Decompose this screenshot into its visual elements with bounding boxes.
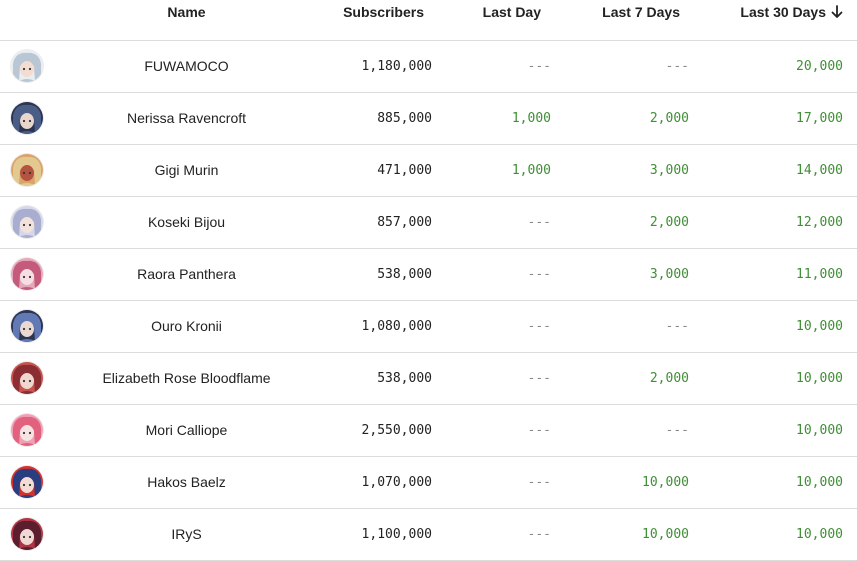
- avatar[interactable]: [11, 258, 43, 290]
- last-day-change: ---: [438, 508, 557, 561]
- last-7-days-change: 3,000: [557, 248, 698, 301]
- last-day-change: ---: [438, 404, 557, 457]
- subscriber-count: 1,080,000: [313, 300, 438, 353]
- last-7-days-change: 3,000: [557, 144, 698, 197]
- avatar-cell: [0, 300, 60, 353]
- avatar-cell: [0, 40, 60, 93]
- table-row[interactable]: FUWAMOCO 1,180,000 --- --- 20,000: [0, 40, 857, 93]
- avatar[interactable]: [11, 518, 43, 550]
- table-header: Name Subscribers Last Day Last 7 Days La…: [0, 0, 857, 41]
- avatar[interactable]: [11, 102, 43, 134]
- last-7-days-change: 2,000: [557, 196, 698, 249]
- last-30-days-change: 17,000: [698, 92, 857, 145]
- avatar-cell: [0, 404, 60, 457]
- talent-name[interactable]: Elizabeth Rose Bloodflame: [60, 352, 313, 405]
- avatar[interactable]: [11, 414, 43, 446]
- avatar[interactable]: [11, 362, 43, 394]
- last-30-days-change: 10,000: [698, 352, 857, 405]
- last-7-days-change: ---: [557, 404, 698, 457]
- subscriber-count: 1,070,000: [313, 456, 438, 509]
- avatar-cell: [0, 248, 60, 301]
- avatar-cell: [0, 196, 60, 249]
- last-7-days-column-label: Last 7 Days: [602, 4, 680, 20]
- last-day-change: ---: [438, 196, 557, 249]
- subscribers-column-label: Subscribers: [343, 4, 424, 20]
- name-column-label: Name: [167, 4, 206, 20]
- talent-name[interactable]: Raora Panthera: [60, 248, 313, 301]
- last-30-days-change: 10,000: [698, 300, 857, 353]
- talent-name[interactable]: Gigi Murin: [60, 144, 313, 197]
- last-30-days-change: 10,000: [698, 456, 857, 509]
- subscriber-count: 538,000: [313, 352, 438, 405]
- subscriber-count: 885,000: [313, 92, 438, 145]
- last-7-days-change: ---: [557, 300, 698, 353]
- talent-name[interactable]: Hakos Baelz: [60, 456, 313, 509]
- avatar-cell: [0, 508, 60, 561]
- last-7-days-change: ---: [557, 40, 698, 93]
- arrow-down-icon[interactable]: [831, 5, 843, 19]
- table-row[interactable]: Mori Calliope 2,550,000 --- --- 10,000: [0, 404, 857, 457]
- last-30-days-change: 20,000: [698, 40, 857, 93]
- avatar[interactable]: [11, 206, 43, 238]
- avatar-cell: [0, 92, 60, 145]
- table-row[interactable]: Koseki Bijou 857,000 --- 2,000 12,000: [0, 196, 857, 249]
- name-column-header[interactable]: Name: [60, 0, 313, 41]
- subscriber-count: 1,100,000: [313, 508, 438, 561]
- header-row: Name Subscribers Last Day Last 7 Days La…: [0, 0, 857, 41]
- subscribers-column-header[interactable]: Subscribers: [313, 0, 438, 41]
- avatar-cell: [0, 144, 60, 197]
- talent-name[interactable]: FUWAMOCO: [60, 40, 313, 93]
- last-30-days-change: 11,000: [698, 248, 857, 301]
- last-30-days-change: 10,000: [698, 508, 857, 561]
- subscriber-count: 538,000: [313, 248, 438, 301]
- subscriber-count: 857,000: [313, 196, 438, 249]
- last-day-change: ---: [438, 456, 557, 509]
- last-30-days-change: 10,000: [698, 404, 857, 457]
- talent-name[interactable]: Nerissa Ravencroft: [60, 92, 313, 145]
- last-30-days-column-label: Last 30 Days: [740, 4, 826, 20]
- avatar[interactable]: [11, 50, 43, 82]
- table-row[interactable]: Ouro Kronii 1,080,000 --- --- 10,000: [0, 300, 857, 353]
- last-7-days-change: 10,000: [557, 508, 698, 561]
- last-30-days-change: 12,000: [698, 196, 857, 249]
- avatar-cell: [0, 352, 60, 405]
- table-row[interactable]: Hakos Baelz 1,070,000 --- 10,000 10,000: [0, 456, 857, 509]
- talent-name[interactable]: IRyS: [60, 508, 313, 561]
- subscriber-count: 1,180,000: [313, 40, 438, 93]
- talent-name[interactable]: Koseki Bijou: [60, 196, 313, 249]
- table-row[interactable]: Elizabeth Rose Bloodflame 538,000 --- 2,000…: [0, 352, 857, 405]
- avatar[interactable]: [11, 154, 43, 186]
- last-day-change: ---: [438, 40, 557, 93]
- subscriber-count: 471,000: [313, 144, 438, 197]
- last-day-change: ---: [438, 352, 557, 405]
- table-row[interactable]: IRyS 1,100,000 --- 10,000 10,000: [0, 508, 857, 561]
- table-row[interactable]: Nerissa Ravencroft 885,000 1,000 2,000 17,00…: [0, 92, 857, 145]
- last-7-days-change: 2,000: [557, 352, 698, 405]
- avatar[interactable]: [11, 466, 43, 498]
- last-day-change: ---: [438, 248, 557, 301]
- last-day-column-label: Last Day: [482, 4, 541, 20]
- avatar[interactable]: [11, 310, 43, 342]
- last-30-days-change: 14,000: [698, 144, 857, 197]
- avatar-cell: [0, 456, 60, 509]
- last-day-column-header[interactable]: Last Day: [438, 0, 557, 41]
- last-7-days-column-header[interactable]: Last 7 Days: [557, 0, 698, 41]
- avatar-column-header: [0, 0, 60, 41]
- last-7-days-change: 2,000: [557, 92, 698, 145]
- last-7-days-change: 10,000: [557, 456, 698, 509]
- talent-name[interactable]: Mori Calliope: [60, 404, 313, 457]
- table-row[interactable]: Raora Panthera 538,000 --- 3,000 11,000: [0, 248, 857, 301]
- last-day-change: 1,000: [438, 144, 557, 197]
- last-30-days-column-header[interactable]: Last 30 Days: [698, 0, 857, 41]
- table-body: FUWAMOCO 1,180,000 --- --- 20,000 Nerissa Rav…: [0, 40, 857, 561]
- subscriber-count: 2,550,000: [313, 404, 438, 457]
- last-day-change: ---: [438, 300, 557, 353]
- talent-name[interactable]: Ouro Kronii: [60, 300, 313, 353]
- table-row[interactable]: Gigi Murin 471,000 1,000 3,000 14,000: [0, 144, 857, 197]
- last-day-change: 1,000: [438, 92, 557, 145]
